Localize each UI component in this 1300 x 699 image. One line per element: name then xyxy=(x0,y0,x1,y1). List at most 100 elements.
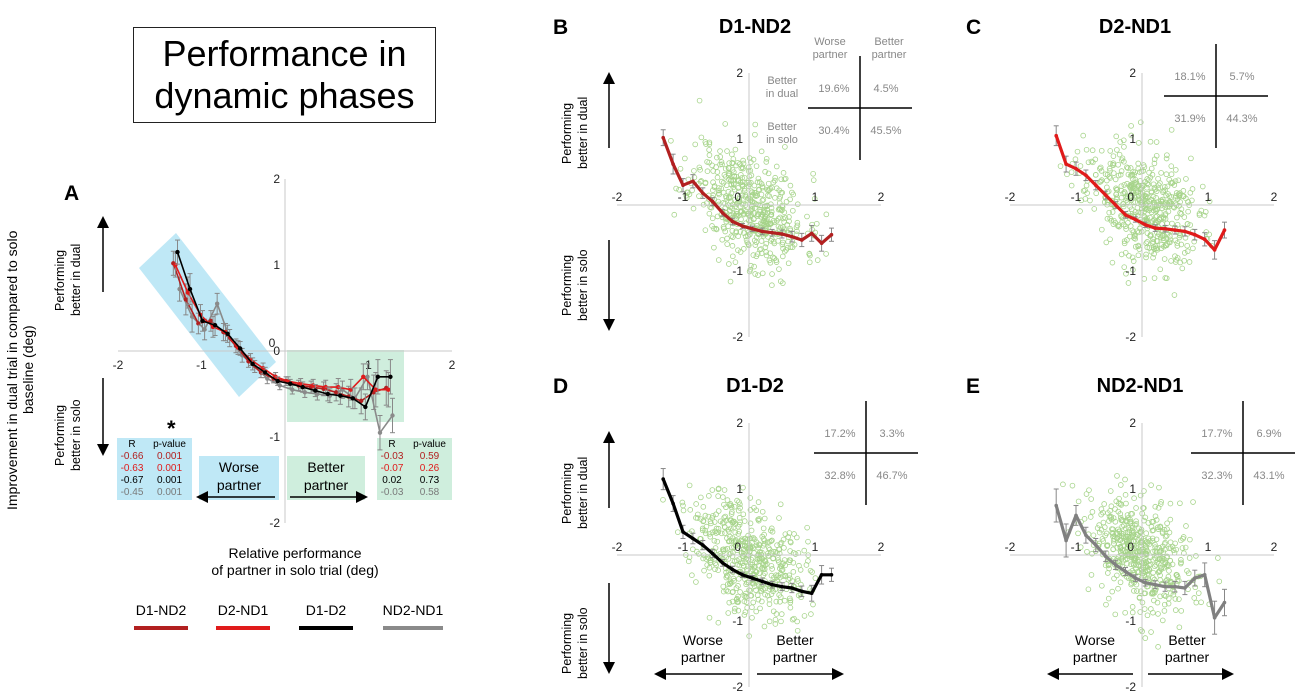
b-scatter-point xyxy=(787,244,794,251)
b-scatter-point xyxy=(758,214,765,220)
d-scatter-point xyxy=(770,588,776,595)
e-scatter-point xyxy=(1191,595,1198,601)
e-scatter-point xyxy=(1116,528,1123,535)
c-scatter-point xyxy=(1166,176,1173,183)
c-scatter-point xyxy=(1074,148,1081,155)
b-quad-header-worse-1: Worse xyxy=(814,36,846,48)
e-scatter-point xyxy=(1105,562,1112,569)
b-scatter-point xyxy=(714,213,721,220)
d-x-tick-label: 2 xyxy=(878,540,885,554)
e-scatter-point xyxy=(1104,542,1111,548)
c-scatter-point xyxy=(1098,178,1104,185)
c-scatter-point xyxy=(1178,211,1185,217)
panel-label-e: E xyxy=(966,375,981,398)
b-data-point xyxy=(661,135,665,140)
b-scatter-point xyxy=(758,148,765,155)
d-scatter-point xyxy=(703,523,710,530)
c-scatter-point xyxy=(1118,212,1124,219)
d-scatter-point xyxy=(736,499,742,505)
x-axis-title: Relative performance of partner in solo … xyxy=(185,545,405,579)
e-scatter-point xyxy=(1077,544,1084,550)
e-x-tick-label: -1 xyxy=(1071,540,1082,554)
c-scatter-point xyxy=(1125,280,1132,286)
panel-label-b: B xyxy=(553,16,569,39)
d-scatter-point xyxy=(741,518,748,524)
e-scatter-point xyxy=(1133,520,1140,527)
x-axis-title-line-2: of partner in solo trial (deg) xyxy=(211,562,379,578)
d-data-point xyxy=(829,573,834,577)
d-origin-label: 0 xyxy=(734,540,741,554)
c-scatter-point xyxy=(1169,179,1176,186)
e-data-point xyxy=(1212,615,1217,620)
c-scatter-point xyxy=(1104,215,1111,222)
b-scatter-point xyxy=(722,165,729,172)
a-d1-d2-data-point xyxy=(175,249,180,255)
d-scatter-point xyxy=(787,548,793,554)
b-quad-header-better-2: partner xyxy=(871,49,907,61)
d-scatter-point xyxy=(759,508,766,515)
d-scatter-point xyxy=(736,556,743,562)
e-y-tick-label: -2 xyxy=(1125,680,1136,694)
c-data-point xyxy=(1103,193,1108,197)
e-scatter-point xyxy=(1148,629,1154,635)
d-scatter-point xyxy=(725,581,731,587)
a-nd2-nd1-data-point xyxy=(202,327,207,332)
panel-d-plot: -2 -1 1 2 -2 2 1 -1 0 17.2% 3.3% 32.8% 46.7% xyxy=(612,401,918,694)
b-scatter-point xyxy=(756,186,762,193)
b-data-point xyxy=(760,229,764,234)
c-scatter-point xyxy=(1142,179,1149,185)
b-scatter-point xyxy=(769,236,775,242)
b-scatter-point xyxy=(711,244,717,251)
b-scatter-point xyxy=(691,168,697,174)
c-scatter-point xyxy=(1158,170,1164,176)
a-worse-partner-line-1: Worse xyxy=(218,459,260,475)
d-scatter-point xyxy=(808,611,814,617)
d-quadrant-better-dual: 3.3% xyxy=(879,428,904,440)
b-x-tick-label: 1 xyxy=(812,190,819,204)
e-scatter-point xyxy=(1179,545,1186,551)
c-scatter-point xyxy=(1132,209,1139,215)
e-scatter-point xyxy=(1116,500,1122,507)
b-quad-header-better: Better partner xyxy=(864,36,914,62)
e-scatter-point xyxy=(1116,541,1122,547)
d-data-point xyxy=(701,543,705,547)
b-scatter-point xyxy=(766,257,773,264)
c-x-tick-label: -2 xyxy=(1005,190,1016,204)
b-scatter-point xyxy=(783,198,790,205)
c-scatter-point xyxy=(1121,158,1127,165)
d-scatter-point xyxy=(777,501,784,508)
c-scatter-point xyxy=(1117,139,1124,145)
b-scatter-point xyxy=(727,194,734,200)
e-scatter-point xyxy=(1151,576,1158,583)
c-scatter-point xyxy=(1174,214,1180,221)
d-scatter-point xyxy=(794,627,801,634)
a-d2-nd1-data-point xyxy=(185,290,191,295)
c-scatter-point xyxy=(1103,239,1110,246)
d-scatter-point xyxy=(680,507,687,514)
d-data-point xyxy=(760,579,764,584)
d-scatter-point xyxy=(755,499,762,505)
c-scatter-point xyxy=(1143,251,1149,258)
stats-cell: 0.001 xyxy=(156,475,183,486)
panel-label-c: C xyxy=(966,16,982,39)
c-data-point xyxy=(1183,229,1187,234)
d-scatter-point xyxy=(805,558,811,564)
d-scatter-point xyxy=(732,605,738,612)
b-data-point xyxy=(720,211,725,215)
d-scatter-point xyxy=(737,505,743,511)
c-series-line xyxy=(1054,135,1226,252)
e-scatter-point xyxy=(1123,500,1129,507)
e-data-point xyxy=(1123,569,1128,574)
a-better-partner-line-2: partner xyxy=(303,477,349,493)
d-scatter-point xyxy=(760,562,767,568)
c-scatter-point xyxy=(1130,267,1136,273)
b-y-tick-label: -2 xyxy=(732,330,743,344)
b-scatter-point xyxy=(738,172,744,178)
b-quad-header-solo: Better in solo xyxy=(758,121,806,147)
c-scatter-point xyxy=(1148,197,1155,203)
c-scatter-point xyxy=(1138,184,1145,191)
c-scatter-point xyxy=(1154,229,1160,236)
d-scatter-point xyxy=(679,499,686,506)
b-scatter-point xyxy=(744,239,751,246)
b-scatter-point xyxy=(778,189,784,196)
